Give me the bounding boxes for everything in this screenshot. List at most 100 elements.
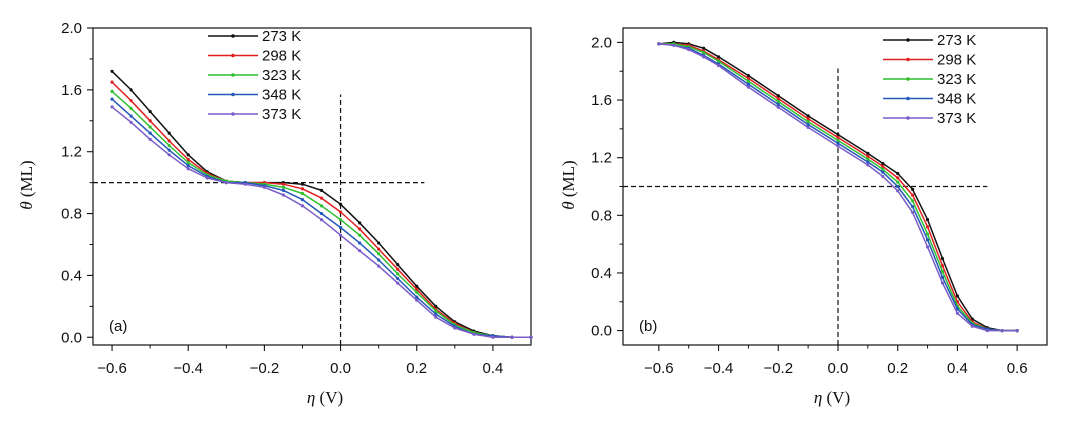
- data-point: [925, 238, 930, 242]
- data-point: [281, 188, 286, 192]
- x-tick-label: −0.6: [644, 360, 674, 377]
- data-point: [148, 137, 152, 141]
- data-point: [319, 188, 324, 192]
- x-tick-label: −0.4: [173, 360, 203, 377]
- data-point: [319, 204, 324, 208]
- data-point: [806, 120, 810, 124]
- panel-label: (b): [639, 318, 657, 335]
- series-348-k: [110, 97, 533, 339]
- y-axis-unit: (ML): [17, 160, 36, 201]
- data-point: [806, 114, 810, 118]
- data-point: [148, 125, 152, 129]
- data-point: [702, 50, 706, 55]
- data-point: [300, 182, 305, 186]
- data-point: [896, 184, 900, 189]
- data-point: [415, 298, 419, 302]
- series-323-k: [657, 42, 1019, 333]
- data-point: [167, 139, 171, 143]
- data-point: [129, 120, 133, 124]
- data-point: [776, 97, 780, 101]
- y-tick-label: 2.0: [591, 34, 612, 51]
- data-point: [529, 335, 533, 339]
- series-373-k: [110, 105, 533, 339]
- series-line: [111, 81, 531, 339]
- data-point: [377, 247, 381, 251]
- data-point: [836, 141, 840, 145]
- x-tick-label: 0.0: [330, 360, 351, 377]
- legend-marker: [906, 116, 910, 120]
- y-tick-label: 0.8: [61, 206, 82, 223]
- data-point: [925, 218, 930, 222]
- data-point: [396, 267, 400, 271]
- data-point: [358, 221, 362, 225]
- legend-label: 273 K: [937, 32, 976, 49]
- data-point: [806, 125, 810, 130]
- data-point: [129, 99, 133, 103]
- data-point: [167, 153, 171, 157]
- data-point: [415, 290, 419, 295]
- data-point: [702, 55, 706, 59]
- data-point: [510, 335, 514, 339]
- chart-panel-b: −0.6 −0.4 −0.2 0.0 0.2 0.4 0.6 0.0 0.4 0.8 1.2 1.6 2…: [559, 27, 1048, 407]
- data-point: [940, 269, 945, 274]
- data-point: [358, 233, 362, 237]
- data-point: [148, 109, 152, 114]
- series-373-k: [657, 42, 1019, 333]
- data-point: [186, 157, 190, 162]
- data-point: [300, 204, 305, 208]
- data-point: [866, 157, 870, 161]
- data-point: [129, 88, 133, 92]
- data-point: [167, 131, 171, 135]
- data-point: [358, 227, 362, 231]
- legend-label: 348 K: [262, 87, 301, 104]
- panel-label: (a): [109, 318, 127, 335]
- legend-marker: [906, 38, 910, 42]
- data-point: [940, 256, 945, 261]
- y-tick-label: 1.6: [61, 82, 82, 99]
- data-point: [911, 193, 915, 197]
- data-point: [281, 182, 286, 186]
- data-point: [716, 55, 721, 59]
- data-point: [702, 46, 706, 50]
- chart-panel-a: −0.6 −0.4 −0.2 0.0 0.2 0.4 0.0 0.4 0.8 1.2 1.6 2.0 2…: [17, 20, 533, 407]
- data-point: [186, 164, 190, 168]
- data-point: [148, 131, 152, 135]
- legend-marker: [906, 96, 910, 101]
- data-point: [836, 135, 840, 140]
- data-point: [1000, 328, 1004, 333]
- data-point: [955, 294, 960, 298]
- series-line: [658, 43, 1018, 332]
- data-point: [866, 160, 870, 164]
- data-point: [746, 85, 751, 89]
- series-line: [111, 106, 531, 339]
- x-tick-label: −0.2: [763, 360, 793, 377]
- y-tick-label: 0.4: [61, 267, 82, 284]
- data-point: [300, 187, 305, 191]
- data-point: [300, 198, 305, 202]
- data-point: [110, 89, 114, 93]
- data-point: [985, 328, 989, 333]
- data-point: [281, 185, 286, 189]
- series-298-k: [110, 80, 533, 339]
- data-point: [396, 272, 400, 276]
- data-point: [881, 174, 885, 179]
- data-point: [262, 185, 266, 189]
- data-point: [377, 241, 381, 245]
- plot-frame: [92, 27, 532, 346]
- y-axis-title: θ (ML): [559, 160, 578, 209]
- data-point: [186, 160, 190, 165]
- data-point: [224, 181, 228, 185]
- data-point: [881, 167, 885, 171]
- data-point: [186, 153, 190, 157]
- legend-marker: [231, 34, 235, 38]
- data-point: [896, 171, 900, 176]
- data-point: [377, 258, 381, 262]
- legend-label: 323 K: [262, 67, 301, 84]
- legend-marker: [906, 77, 910, 81]
- x-tick-label: 0.0: [828, 360, 849, 377]
- data-point: [881, 161, 885, 166]
- data-point: [866, 163, 870, 167]
- data-point: [491, 335, 495, 339]
- data-point: [866, 154, 870, 158]
- data-point: [396, 276, 400, 281]
